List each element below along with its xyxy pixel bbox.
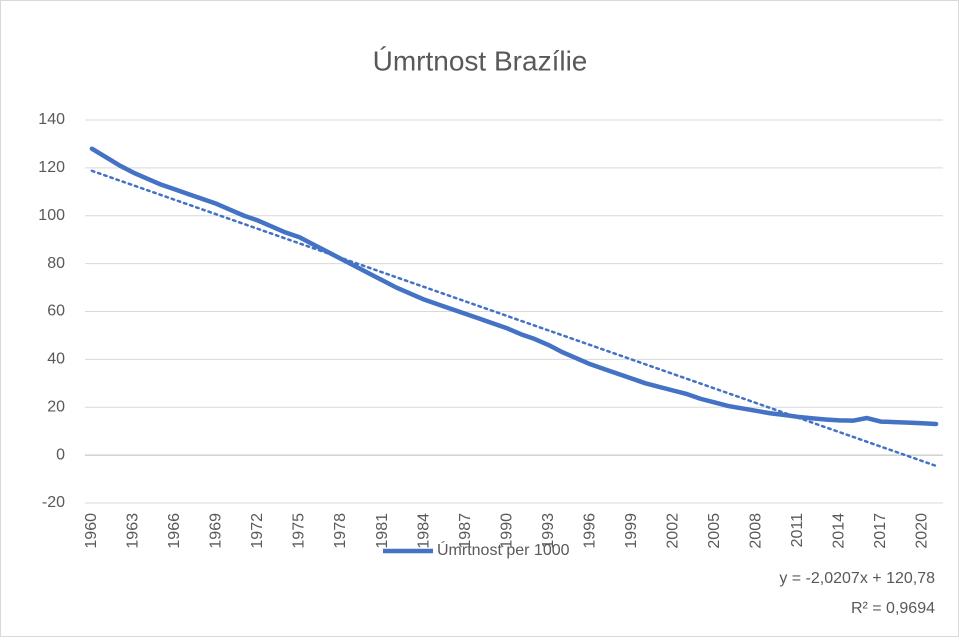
x-tick-label: 2008 (747, 513, 764, 549)
x-tick-label: 2020 (913, 513, 930, 549)
y-tick-label: 0 (56, 446, 65, 463)
x-tick-label: 2014 (830, 513, 847, 549)
x-tick-label: 1999 (623, 513, 640, 549)
trend-r2: R² = 0,9694 (851, 600, 935, 617)
x-tick-label: 2005 (706, 513, 723, 549)
x-tick-label: 2011 (789, 513, 806, 548)
x-tick-label: 1990 (498, 513, 515, 549)
y-tick-label: -20 (42, 494, 65, 511)
trend-equation: y = -2,0207x + 120,78 (779, 570, 935, 587)
x-tick-label: 2017 (872, 513, 889, 549)
x-tick-label: 1975 (291, 513, 308, 549)
x-tick-label: 1966 (166, 513, 183, 549)
x-tick-label: 1960 (83, 513, 100, 549)
x-tick-label: 1969 (208, 513, 225, 549)
y-tick-label: 40 (47, 351, 65, 368)
x-tick-label: 2002 (664, 513, 681, 549)
y-tick-label: 100 (38, 207, 65, 224)
x-tick-label: 1993 (540, 513, 557, 549)
x-tick-label: 1996 (581, 513, 598, 549)
y-tick-label: 60 (47, 303, 65, 320)
x-tick-label: 1978 (332, 513, 349, 549)
x-tick-label: 1972 (249, 513, 266, 549)
legend-label: Úmrtnost per 1000 (437, 540, 570, 559)
y-tick-label: 20 (47, 398, 65, 415)
x-tick-label: 1963 (125, 513, 142, 549)
trendline (90, 169, 938, 468)
y-tick-label: 120 (38, 159, 65, 176)
y-tick-label: 140 (38, 111, 65, 128)
x-tick-label: 1981 (374, 513, 391, 549)
x-tick-label: 1984 (415, 513, 432, 549)
chart-title: Úmrtnost Brazílie (373, 45, 588, 76)
x-tick-label: 1987 (457, 513, 474, 549)
y-tick-label: 80 (47, 255, 65, 272)
data-line (89, 146, 939, 427)
